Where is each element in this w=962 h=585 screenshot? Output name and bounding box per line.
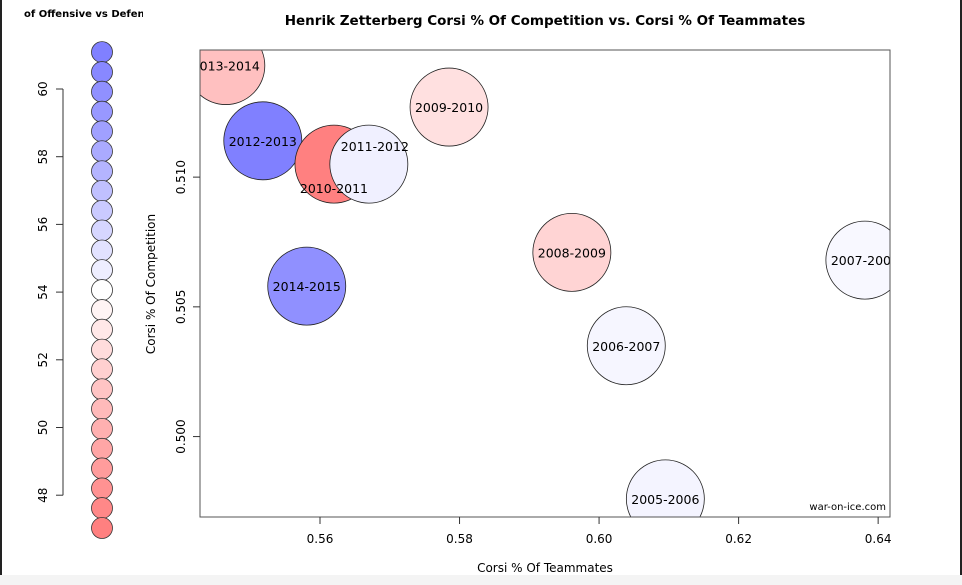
legend-tick-label: 58 <box>36 149 50 164</box>
bubble <box>625 459 705 517</box>
bubble-2011-2012 <box>329 124 409 204</box>
bubble-label: 2011-2012 <box>341 139 409 154</box>
bubble-2007-2008 <box>825 220 890 300</box>
bubble-label: 2012-2013 <box>229 134 297 149</box>
x-tick-label: 0.56 <box>307 532 334 546</box>
bubbles: 2013-2014 2012-2013 2010-2011 2011-2012 2009… <box>192 50 899 517</box>
bubble-2009-2010 <box>409 67 489 147</box>
legend-circle <box>91 279 113 301</box>
legend-circle <box>91 517 113 539</box>
legend-circle <box>91 80 113 103</box>
legend-circle <box>91 140 113 163</box>
x-tick-label: 0.64 <box>865 532 892 546</box>
bubble <box>200 50 266 105</box>
legend-circle <box>91 338 113 361</box>
legend-circle <box>91 100 113 123</box>
bubble <box>825 220 890 300</box>
watermark: war-on-ice.com <box>809 502 886 513</box>
legend-circle <box>91 417 113 440</box>
legend-panel: 48 50 52 54 56 58 60 <box>36 41 113 539</box>
bubble-label: 2010-2011 <box>300 181 368 196</box>
bubble-label: 2009-2010 <box>415 100 483 115</box>
legend-tick-label: 52 <box>36 352 50 367</box>
bubble-label: 2006-2007 <box>592 339 660 354</box>
legend-tick-label: 50 <box>36 420 50 435</box>
window-border-right <box>960 0 962 575</box>
x-tick-label: 0.58 <box>446 532 473 546</box>
legend-title: of Offensive vs Defens <box>24 9 151 20</box>
legend-circle <box>91 497 113 519</box>
bubble-2013-2014 <box>200 50 266 105</box>
bubble-label: 2008-2009 <box>538 245 606 260</box>
legend-tick-label: 56 <box>36 217 50 232</box>
bubble-2006-2007 <box>586 306 666 386</box>
legend-tick-label: 60 <box>36 81 50 96</box>
legend-circle <box>91 239 113 262</box>
legend-circle <box>91 318 113 341</box>
bubble-2012-2013 <box>223 101 303 181</box>
y-tick-label: 0.505 <box>174 290 188 324</box>
legend-circle <box>91 120 113 143</box>
legend-circle <box>91 358 113 381</box>
bubble-label: 2007-2008 <box>831 253 899 268</box>
bubble-2008-2009 <box>532 212 612 292</box>
x-axis-label: Corsi % Of Teammates <box>477 561 613 575</box>
bubble <box>532 212 612 292</box>
chart-title: Henrik Zetterberg Corsi % Of Competition… <box>285 13 806 29</box>
legend-circle <box>91 219 113 242</box>
bubble <box>267 246 347 326</box>
bottom-strip <box>0 575 962 585</box>
bubble <box>329 124 409 204</box>
legend-circle <box>91 378 113 401</box>
bubble-label: 2014-2015 <box>273 279 341 294</box>
y-tick-label: 0.510 <box>174 160 188 194</box>
legend-circle <box>91 259 113 281</box>
bubble <box>409 67 489 147</box>
bubble <box>586 306 666 386</box>
legend-circle <box>91 299 113 321</box>
legend-circle <box>91 397 113 420</box>
plot-box <box>199 49 891 518</box>
bubble-label: 2005-2006 <box>631 492 699 507</box>
legend-circle <box>91 477 113 500</box>
legend-circle <box>91 457 113 480</box>
y-axis-label: Corsi % Of Competition <box>144 214 158 354</box>
legend-circle <box>91 179 113 202</box>
legend-circle <box>91 61 113 83</box>
legend-tick-label: 54 <box>36 284 50 299</box>
bubble-2005-2006 <box>625 459 705 517</box>
legend-circle <box>91 160 113 183</box>
bubble <box>223 101 303 181</box>
legend-circle <box>91 41 113 64</box>
window-border-left <box>0 0 2 575</box>
x-tick-label: 0.62 <box>725 532 752 546</box>
x-tick-label: 0.60 <box>586 532 613 546</box>
y-tick-label: 0.500 <box>174 419 188 453</box>
legend-circle <box>91 437 113 460</box>
legend-tick-label: 48 <box>36 488 50 503</box>
legend-circle <box>91 199 113 222</box>
bubble-2014-2015 <box>267 246 347 326</box>
axes: 0.56 0.58 0.60 0.62 0.64 0.500 0.505 0.510 <box>174 160 891 546</box>
bubble-label: 2013-2014 <box>192 59 260 74</box>
